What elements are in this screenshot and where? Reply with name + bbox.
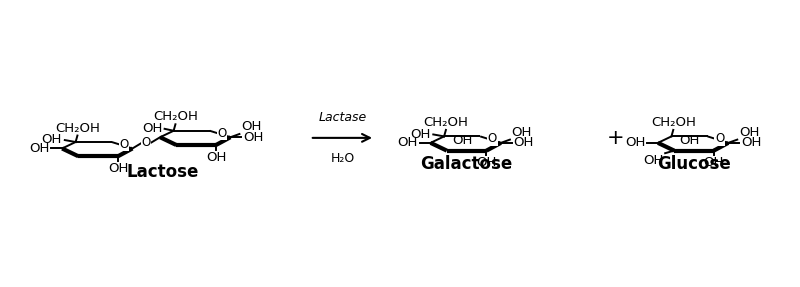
Text: +: + [606,128,625,148]
Text: O: O [715,132,724,145]
Text: Glucose: Glucose [657,155,731,173]
Text: CH₂OH: CH₂OH [423,116,468,129]
Text: OH: OH [512,126,532,139]
Text: OH: OH [741,136,762,149]
Text: OH: OH [206,151,226,164]
Text: OH: OH [410,128,430,141]
Text: OH: OH [625,136,646,149]
Text: OH: OH [29,142,50,155]
Text: OH: OH [704,156,724,169]
Text: O: O [142,136,151,149]
Text: CH₂OH: CH₂OH [153,110,198,123]
Text: H₂O: H₂O [330,152,354,165]
Text: OH: OH [679,134,700,148]
Text: OH: OH [476,156,497,169]
Text: O: O [119,138,129,151]
Text: Lactase: Lactase [318,111,366,124]
Text: OH: OH [452,134,472,148]
Text: O: O [218,127,226,139]
Text: CH₂OH: CH₂OH [651,116,696,129]
Text: OH: OH [42,133,62,146]
Text: CH₂OH: CH₂OH [55,122,100,135]
Text: OH: OH [398,136,418,149]
Text: Galactose: Galactose [421,155,513,173]
Text: O: O [488,132,497,145]
Text: OH: OH [242,120,262,133]
Text: OH: OH [108,162,128,175]
Text: OH: OH [243,131,263,144]
Text: OH: OH [142,122,163,135]
Text: Lactose: Lactose [126,163,199,181]
Text: OH: OH [739,126,759,139]
Text: OH: OH [514,136,534,149]
Text: OH: OH [643,154,663,167]
